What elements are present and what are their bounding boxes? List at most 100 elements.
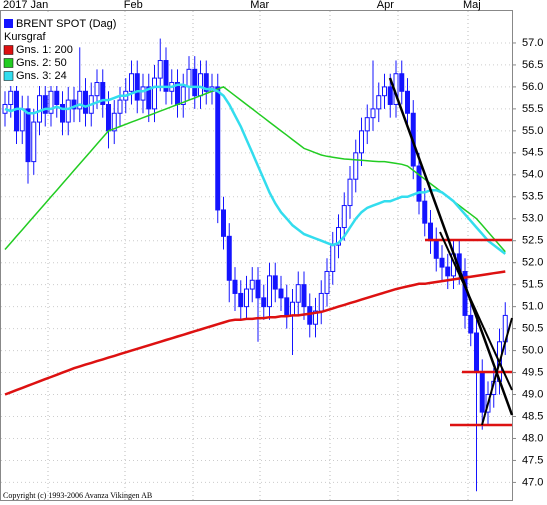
candle-body — [330, 244, 336, 272]
candle-body — [146, 86, 152, 110]
candle-body — [129, 73, 134, 92]
y-tick-label: 47.0 — [522, 476, 543, 488]
candle-body — [37, 95, 42, 123]
candle-body — [25, 108, 31, 163]
y-tick-label: 47.5 — [522, 454, 543, 466]
y-tick-label: 52.0 — [522, 257, 543, 269]
y-tick-label: 50.0 — [522, 344, 543, 356]
candle-body — [83, 90, 88, 114]
candle-body — [295, 284, 301, 303]
week-grid — [47, 11, 469, 500]
y-tick-label: 57.0 — [522, 37, 543, 49]
copyright: Copyright (c) 1993-2006 Avanza Vikingen … — [3, 491, 152, 500]
candle-body — [278, 288, 284, 299]
trend-line — [481, 317, 513, 426]
legend-swatch — [3, 45, 14, 55]
candle-body — [77, 90, 83, 110]
candle-body — [428, 222, 433, 242]
candle-body — [134, 73, 140, 101]
candle-body — [405, 90, 410, 114]
x-tick-label: Maj — [463, 0, 481, 11]
candle-body — [474, 332, 479, 374]
candle-body — [163, 60, 169, 92]
candle-body — [272, 275, 278, 290]
candle-body — [387, 86, 393, 105]
legend-label: Gns. 2: 50 — [16, 57, 67, 69]
candle-body — [226, 235, 232, 281]
y-tick-label: 51.5 — [522, 279, 543, 291]
candle-body — [445, 266, 451, 277]
trend-line — [388, 77, 514, 416]
x-tick-label: Mar — [250, 0, 269, 11]
candle-body — [111, 112, 117, 132]
candle-body — [152, 77, 157, 110]
legend-label: BRENT SPOT (Dag) — [16, 18, 116, 30]
candle-body — [359, 130, 364, 154]
candle-body — [238, 292, 244, 308]
ma-line — [4, 86, 506, 253]
candle-body — [14, 90, 19, 132]
candle-body — [324, 270, 330, 294]
candle-body — [192, 68, 198, 97]
candle-body — [267, 275, 272, 308]
candle-body — [479, 372, 485, 413]
candle-body — [180, 86, 186, 105]
y-tick-label: 53.0 — [522, 213, 543, 225]
ma-line — [4, 270, 506, 396]
y-tick-label: 48.0 — [522, 432, 543, 444]
candle-body — [203, 73, 209, 92]
candle-body — [284, 297, 290, 316]
candle-body — [186, 68, 192, 88]
candle-body — [94, 82, 100, 97]
legend-box — [1, 14, 79, 86]
candle-body — [336, 227, 341, 246]
candle-body — [382, 86, 387, 97]
candle-body — [341, 205, 347, 229]
candle-body — [71, 99, 77, 110]
candle-body — [100, 82, 106, 105]
legend-swatch — [3, 58, 14, 68]
candle-body — [255, 279, 261, 299]
x-tick-label: Feb — [124, 0, 143, 11]
legend-swatch — [3, 71, 14, 81]
legend-label: Gns. 1: 200 — [16, 44, 73, 56]
candle-body — [318, 292, 324, 312]
candle-body — [347, 178, 353, 207]
candle-body — [422, 200, 428, 224]
candle-body — [439, 257, 445, 268]
y-tick-label: 55.5 — [522, 103, 543, 115]
candle-body — [261, 297, 267, 308]
candle-body — [376, 95, 382, 110]
legend-swatch — [4, 19, 13, 28]
y-tick-label: 51.0 — [522, 301, 543, 313]
legend: Kursgraf BRENT SPOT (Dag)Gns. 1: 200Gns.… — [1, 14, 116, 86]
candle-body — [221, 209, 226, 237]
candle-body — [232, 279, 238, 294]
y-tick-label: 52.5 — [522, 235, 543, 247]
candle-body — [416, 165, 422, 202]
candle-body — [140, 86, 146, 101]
y-tick-label: 54.0 — [522, 169, 543, 181]
legend-label: Gns. 3: 24 — [16, 70, 67, 82]
candle-body — [31, 121, 37, 163]
candle-body — [117, 99, 123, 114]
drawn-annotations — [388, 77, 514, 427]
y-tick-label: 55.0 — [522, 125, 543, 137]
y-tick-label: 56.5 — [522, 59, 543, 71]
y-tick-label: 49.0 — [522, 388, 543, 400]
y-tick-label: 48.5 — [522, 410, 543, 422]
x-tick-label: 2017 Jan — [3, 0, 48, 11]
candle-body — [8, 90, 14, 105]
candle-body — [313, 310, 318, 325]
candle-body — [19, 108, 25, 132]
candle-body — [198, 73, 203, 97]
ma-line — [4, 83, 507, 255]
candle-body — [370, 108, 376, 119]
candle-body — [42, 95, 48, 114]
candle-body — [48, 90, 54, 114]
marks — [1, 38, 512, 492]
candle-body — [54, 90, 60, 105]
candle-body — [353, 152, 359, 180]
